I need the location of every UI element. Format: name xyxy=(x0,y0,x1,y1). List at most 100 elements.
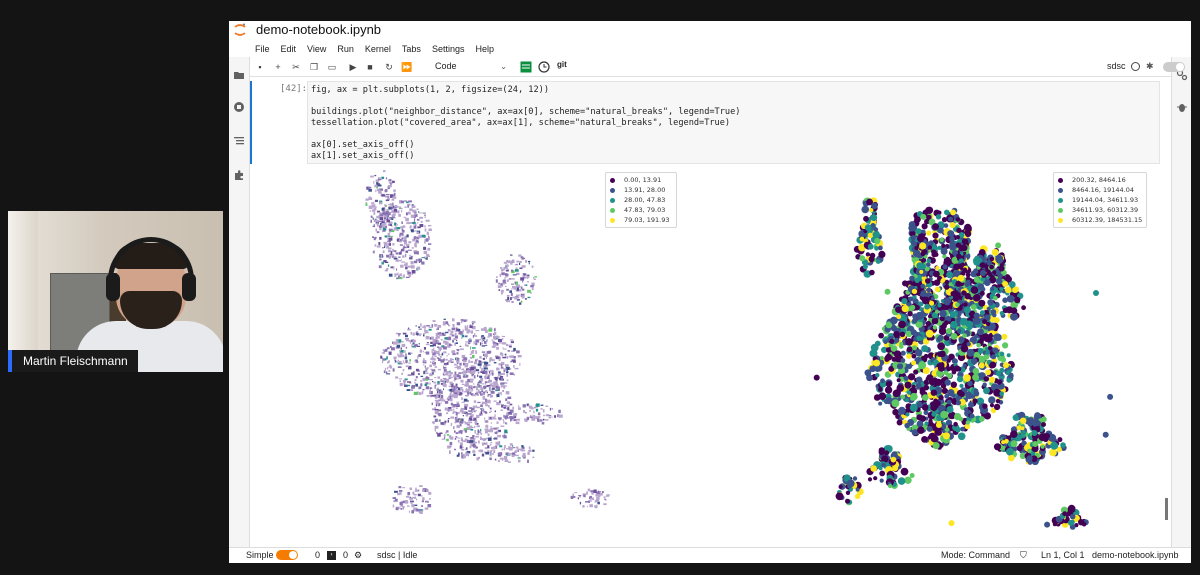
building-shape xyxy=(432,381,434,383)
building-shape xyxy=(473,445,477,448)
tessellation-cell xyxy=(998,265,1005,272)
tessellation-cell xyxy=(889,338,895,344)
building-shape xyxy=(481,345,486,347)
debugger-icon[interactable] xyxy=(1176,101,1188,113)
simple-mode-toggle[interactable] xyxy=(276,550,298,560)
building-shape xyxy=(416,332,419,336)
building-shape xyxy=(456,403,460,406)
building-shape xyxy=(527,296,531,299)
spreadsheet-icon[interactable] xyxy=(520,61,532,73)
menu-run[interactable]: Run xyxy=(337,44,354,54)
building-shape xyxy=(407,491,411,496)
building-shape xyxy=(431,349,434,352)
menu-view[interactable]: View xyxy=(307,44,327,54)
building-shape xyxy=(436,335,440,339)
copy-icon[interactable]: ❐ xyxy=(309,62,319,72)
building-shape xyxy=(456,328,460,332)
tessellation-cell xyxy=(900,350,906,356)
building-shape xyxy=(509,443,513,446)
menu-file[interactable]: File xyxy=(255,44,270,54)
tessellation-cell xyxy=(923,410,929,416)
tessellation-cell xyxy=(970,286,979,294)
building-shape xyxy=(471,374,473,377)
building-shape xyxy=(430,361,432,363)
toc-icon[interactable] xyxy=(233,135,245,147)
legend-entry: 0.00, 13.91 xyxy=(610,175,672,185)
building-shape xyxy=(369,210,371,212)
building-shape xyxy=(493,446,497,449)
menu-settings[interactable]: Settings xyxy=(431,44,465,54)
building-shape xyxy=(526,417,529,421)
building-shape xyxy=(475,446,478,449)
scrollbar-thumb[interactable] xyxy=(1165,498,1168,520)
tessellation-cell xyxy=(896,419,903,426)
terminal-icon[interactable]: › xyxy=(327,551,336,560)
building-shape xyxy=(438,390,443,394)
run-icon[interactable]: ▶ xyxy=(349,62,357,72)
menu-edit[interactable]: Edit xyxy=(280,44,297,54)
save-icon[interactable]: ▪ xyxy=(258,62,262,72)
menu-tabs[interactable]: Tabs xyxy=(401,44,421,54)
restart-icon[interactable]: ↻ xyxy=(385,62,393,72)
building-shape xyxy=(423,370,426,375)
building-shape xyxy=(418,211,420,213)
debugger-toggle[interactable] xyxy=(1163,62,1185,72)
building-shape xyxy=(388,249,392,253)
fast-forward-icon[interactable]: ⏩ xyxy=(401,62,413,72)
bug-icon[interactable]: ✱ xyxy=(1146,61,1154,71)
building-shape xyxy=(472,383,475,385)
extensions-icon[interactable] xyxy=(233,169,245,181)
building-shape xyxy=(504,267,508,270)
tessellation-cell xyxy=(993,443,1002,451)
building-shape xyxy=(365,202,368,205)
tessellation-cell xyxy=(934,286,941,293)
tessellation-cell xyxy=(855,487,860,492)
building-shape xyxy=(374,218,377,221)
tessellation-cell xyxy=(1048,433,1057,442)
tessellation-cell xyxy=(946,366,952,372)
tessellation-cell xyxy=(943,223,949,228)
tessellation-cell xyxy=(950,332,958,340)
kernel-name[interactable]: sdsc xyxy=(1107,61,1126,71)
tessellation-cell xyxy=(955,426,961,433)
cut-icon[interactable]: ✂ xyxy=(292,62,300,72)
building-shape xyxy=(415,223,417,227)
building-shape xyxy=(444,363,447,366)
building-shape xyxy=(397,333,401,335)
cell-type-select[interactable]: Code ⌄ xyxy=(435,60,507,73)
tessellation-cell xyxy=(973,268,979,274)
building-shape xyxy=(461,372,463,374)
code-cell-editor[interactable]: fig, ax = plt.subplots(1, 2, figsize=(24… xyxy=(307,81,1160,164)
folder-icon[interactable] xyxy=(233,69,245,81)
git-button[interactable]: git xyxy=(557,60,567,69)
kernel-status[interactable]: sdsc | Idle xyxy=(377,550,418,560)
stop-icon[interactable]: ■ xyxy=(367,62,373,72)
add-cell-icon[interactable]: + xyxy=(275,62,281,72)
building-shape xyxy=(411,496,413,499)
building-shape xyxy=(524,418,528,422)
building-shape xyxy=(421,391,423,395)
building-shape xyxy=(449,372,453,375)
kernel-settings-icon[interactable]: ⚙ xyxy=(354,550,363,560)
building-shape xyxy=(435,350,439,355)
building-shape xyxy=(521,447,523,451)
tessellation-cell xyxy=(950,320,958,329)
building-shape xyxy=(416,345,420,347)
building-shape xyxy=(440,379,443,382)
running-icon[interactable] xyxy=(233,101,245,113)
paste-icon[interactable]: ▭ xyxy=(327,62,337,72)
shield-icon[interactable]: ⛉ xyxy=(1020,550,1027,560)
menu-kernel[interactable]: Kernel xyxy=(364,44,391,54)
tessellation-cell xyxy=(1041,422,1046,427)
building-shape xyxy=(381,223,385,226)
building-shape xyxy=(483,327,487,331)
building-shape xyxy=(381,207,385,211)
building-shape xyxy=(387,360,390,363)
clock-icon[interactable] xyxy=(538,61,550,73)
building-shape xyxy=(457,357,459,361)
menu-help[interactable]: Help xyxy=(475,44,494,54)
building-shape xyxy=(389,242,390,245)
legend-neighbor-distance: 0.00, 13.91 13.91, 28.00 28.00, 47.83 47.83… xyxy=(605,172,677,228)
cursor-position[interactable]: Ln 1, Col 1 xyxy=(1041,550,1085,560)
tessellation-cell xyxy=(934,309,939,314)
